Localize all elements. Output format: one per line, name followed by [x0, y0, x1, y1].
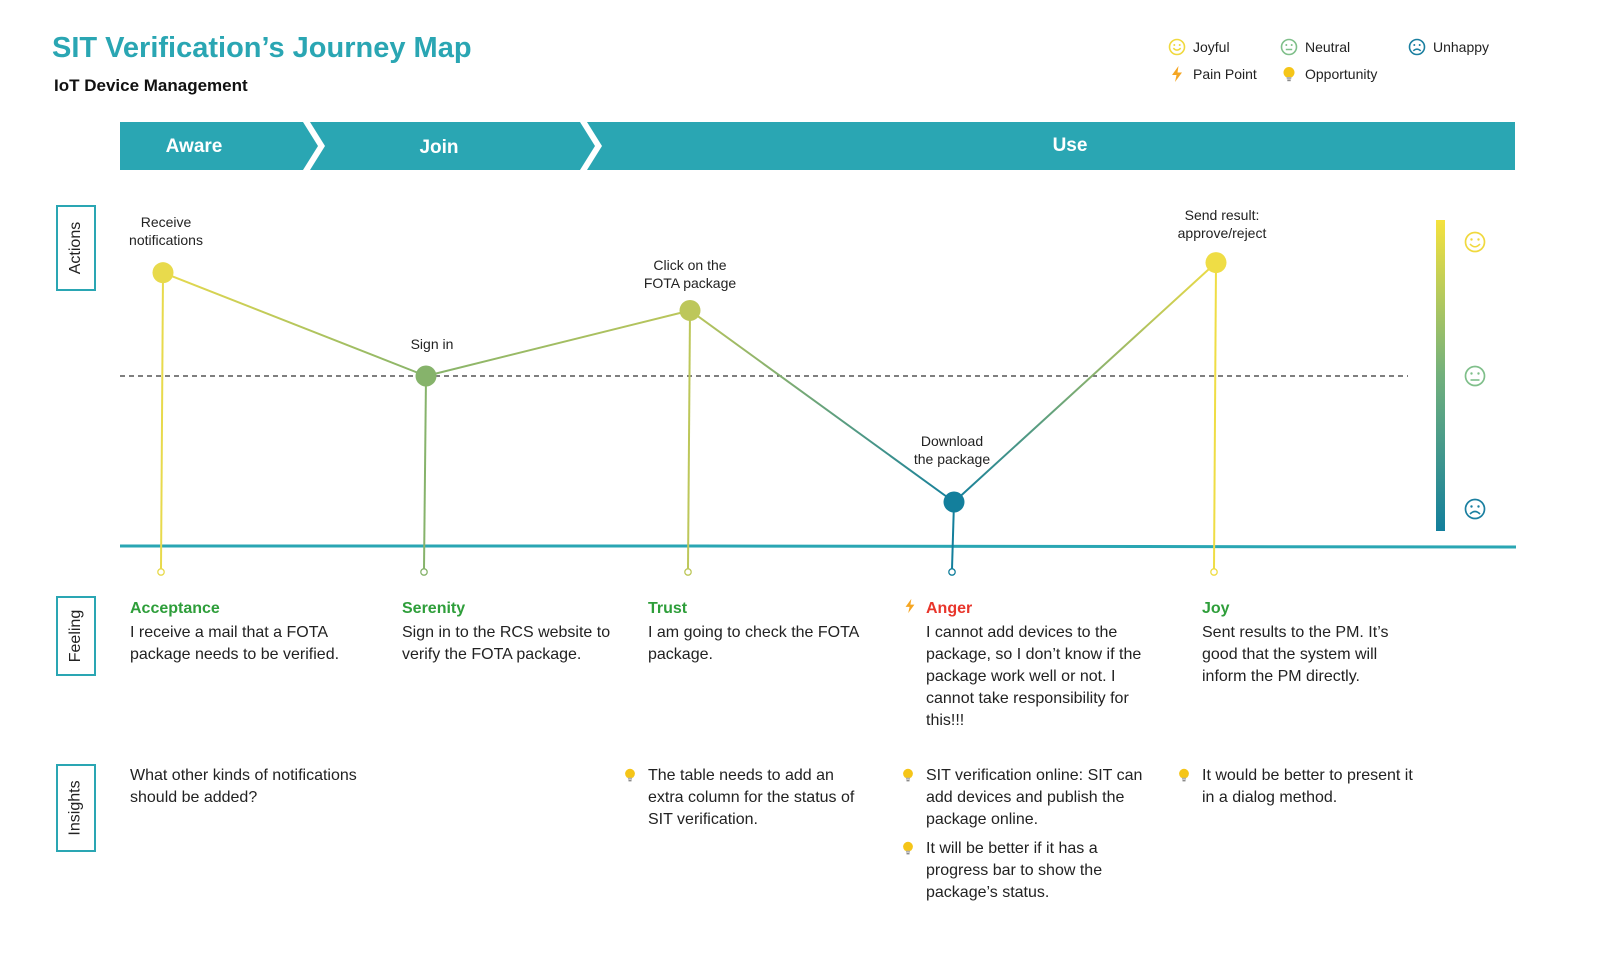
lightning-icon — [1172, 66, 1182, 82]
feeling-name: Anger — [926, 600, 973, 617]
curve-segment — [425, 309, 691, 377]
feeling-name: Trust — [648, 600, 688, 617]
insight-dialog-method: It would be better to present it in a di… — [1179, 765, 1427, 809]
stage-label-join: Join — [419, 137, 458, 158]
action-label-download-package: Download the package — [913, 433, 991, 467]
scale-joyful-icon — [1464, 231, 1486, 253]
emotion-point — [679, 299, 701, 321]
feeling-name: Joy — [1202, 600, 1230, 617]
insight-text: It would be better to present it in a di… — [1202, 767, 1413, 806]
emotion-point — [1205, 252, 1227, 274]
stem-end-marker — [684, 568, 692, 576]
emotion-point — [943, 491, 965, 513]
feeling-acceptance: Acceptance I receive a mail that a FOTA … — [130, 600, 380, 666]
insight-notifications: What other kinds of notifications should… — [130, 765, 370, 809]
lightning-icon — [905, 598, 915, 614]
stem-line — [687, 310, 691, 570]
curve-segment — [953, 261, 1217, 503]
lightbulb-icon — [625, 768, 635, 782]
joyful-face-icon — [1168, 38, 1186, 56]
insight-text: It will be better if it has a progress b… — [926, 840, 1103, 901]
action-label-click-fota-package: Click on the FOTA package — [643, 257, 737, 291]
feeling-text: I cannot add devices to the package, so … — [926, 624, 1142, 729]
stage-join — [310, 122, 595, 170]
stage-use — [587, 122, 1515, 170]
feeling-text: I am going to check the FOTA package. — [648, 624, 859, 663]
lightbulb-icon — [1283, 67, 1295, 82]
stem-end-marker — [1210, 568, 1218, 576]
insight-status-column: The table needs to add an extra column f… — [625, 765, 873, 831]
action-label-send-result: Send result: approve/reject — [1177, 207, 1267, 241]
scale-unhappy-icon — [1464, 498, 1486, 520]
insight-text: SIT verification online: SIT can add dev… — [926, 767, 1143, 828]
curve-segment — [689, 309, 955, 503]
legend-unhappy: Unhappy — [1408, 38, 1489, 56]
unhappy-face-icon — [1408, 38, 1426, 56]
stem-line — [1213, 262, 1217, 570]
insight-progress-bar: It will be better if it has a progress b… — [903, 838, 1136, 904]
section-label-feeling: Feeling — [56, 596, 96, 676]
stage-label-use: Use — [1053, 135, 1088, 156]
lightbulb-icon — [903, 768, 913, 782]
feeling-text: Sign in to the RCS website to verify the… — [402, 624, 611, 663]
feeling-serenity: Serenity Sign in to the RCS website to v… — [402, 600, 632, 666]
feeling-anger: Anger I cannot add devices to the packag… — [905, 598, 1166, 732]
stem-end-marker — [157, 568, 165, 576]
feeling-trust: Trust I am going to check the FOTA packa… — [648, 600, 883, 666]
emotion-point — [152, 262, 174, 284]
action-label-sign-in: Sign in — [410, 336, 454, 352]
stage-band: Aware Join Use — [120, 122, 1515, 170]
feeling-text: Sent results to the PM. It’s good that t… — [1202, 624, 1389, 685]
page-subtitle: IoT Device Management — [54, 76, 248, 95]
legend-opportunity: Opportunity — [1280, 65, 1377, 83]
lightbulb-icon — [1179, 768, 1189, 782]
stem-line — [160, 272, 164, 570]
section-label-actions: Actions — [56, 205, 96, 291]
stem-line — [951, 501, 955, 570]
feeling-joy: Joy Sent results to the PM. It’s good th… — [1202, 600, 1417, 688]
legend-pain-point: Pain Point — [1168, 65, 1257, 83]
emotion-curve-chart — [120, 220, 1517, 576]
scale-neutral-icon — [1464, 365, 1486, 387]
feeling-name: Serenity — [402, 600, 466, 617]
section-label-insights: Insights — [56, 764, 96, 852]
insight-text: What other kinds of notifications should… — [130, 767, 357, 806]
neutral-face-icon — [1280, 38, 1298, 56]
curve-segment — [162, 271, 427, 377]
stem-end-marker — [420, 568, 428, 576]
feeling-text: I receive a mail that a FOTA package nee… — [130, 624, 340, 663]
insight-text: The table needs to add an extra column f… — [648, 767, 855, 828]
legend-joyful: Joyful — [1168, 38, 1230, 56]
lightbulb-icon — [903, 841, 913, 855]
stage-aware — [120, 122, 318, 170]
timeline-axis — [120, 544, 1517, 549]
emotion-point — [415, 365, 437, 387]
legend-neutral: Neutral — [1280, 38, 1350, 56]
action-label-receive-notifications: Receive notifications — [129, 214, 203, 248]
insight-sit-online: SIT verification online: SIT can add dev… — [903, 765, 1166, 831]
stem-line — [423, 375, 427, 570]
emotion-scale-bar — [1436, 220, 1445, 531]
feeling-name: Acceptance — [130, 600, 220, 617]
stage-label-aware: Aware — [166, 136, 223, 157]
page-title: SIT Verification’s Journey Map — [52, 32, 472, 64]
stem-end-marker — [948, 568, 956, 576]
